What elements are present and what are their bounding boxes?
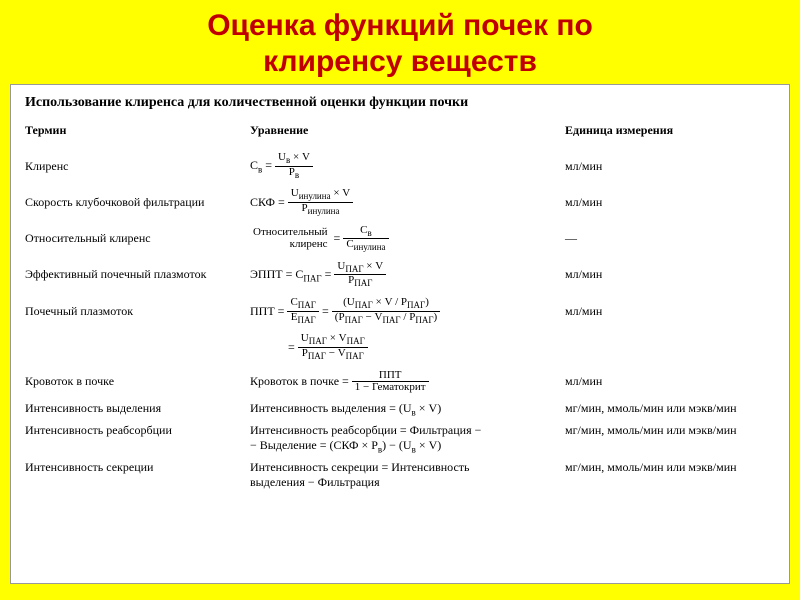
unit-cell: мг/мин, ммоль/мин или мэкв/мин (565, 398, 775, 420)
unit-cell: мл/мин (565, 366, 775, 398)
term-cell: Скорость клубочковой фильтрации (25, 184, 250, 220)
unit-cell: мг/мин, ммоль/мин или мэкв/мин (565, 457, 775, 493)
row-rbf: Кровоток в почке Кровоток в почке = ППТ … (25, 366, 775, 398)
header-row: Термин Уравнение Единица измерения (25, 123, 775, 148)
term-cell: Относительный клиренс (25, 221, 250, 257)
title-line1: Оценка функций почек по (207, 9, 593, 42)
eq-cell: Относительный клиренс = Cв Cинулина (250, 221, 565, 257)
row-secr: Интенсивность секреции Интенсивность сек… (25, 457, 775, 493)
unit-cell: мл/мин (565, 148, 775, 184)
eq-cell: Интенсивность выделения = (Uв × V) (250, 398, 565, 420)
unit-cell: — (565, 221, 775, 257)
unit-cell: мл/мин (565, 184, 775, 220)
page-title: Оценка функций почек по клиренсу веществ (0, 0, 800, 84)
header-eq: Уравнение (250, 123, 565, 148)
eq-cell: Интенсивность секреции = Интенсивность в… (250, 457, 565, 493)
row-rpf: Почечный плазмоток ППТ = CПАГ EПАГ = (UП… (25, 293, 775, 329)
panel-subtitle: Использование клиренса для количественно… (25, 95, 775, 111)
row-clearance: Клиренс Cв = Uв × V Pв мл/мин (25, 148, 775, 184)
eq-cell: Cв = Uв × V Pв (250, 148, 565, 184)
row-erpf: Эффективный почечный плазмоток ЭППТ = CП… (25, 257, 775, 293)
term-cell: Клиренс (25, 148, 250, 184)
unit-cell: мг/мин, ммоль/мин или мэкв/мин (565, 420, 775, 457)
header-term: Термин (25, 123, 250, 148)
eq-cell: = UПАГ × VПАГ PПАГ − VПАГ (250, 329, 565, 365)
unit-cell: мл/мин (565, 257, 775, 293)
row-relclear: Относительный клиренс Относительный клир… (25, 221, 775, 257)
header-unit: Единица измерения (565, 123, 775, 148)
row-rpf-2: = UПАГ × VПАГ PПАГ − VПАГ (25, 329, 775, 365)
eq-cell: СКФ = Uинулина × V Pинулина (250, 184, 565, 220)
content-panel: Использование клиренса для количественно… (10, 84, 790, 584)
row-reabs: Интенсивность реабсорбции Интенсивность … (25, 420, 775, 457)
term-cell: Интенсивность реабсорбции (25, 420, 250, 457)
eq-cell: ЭППТ = CПАГ = UПАГ × V PПАГ (250, 257, 565, 293)
formula-table: Термин Уравнение Единица измерения Клире… (25, 123, 775, 493)
term-cell: Интенсивность секреции (25, 457, 250, 493)
row-excr: Интенсивность выделения Интенсивность вы… (25, 398, 775, 420)
row-gfr: Скорость клубочковой фильтрации СКФ = Uи… (25, 184, 775, 220)
title-line2: клиренсу веществ (263, 45, 537, 78)
term-cell: Почечный плазмоток (25, 293, 250, 329)
eq-cell: Интенсивность реабсорбции = Фильтрация −… (250, 420, 565, 457)
term-cell: Кровоток в почке (25, 366, 250, 398)
term-cell: Эффективный почечный плазмоток (25, 257, 250, 293)
unit-cell: мл/мин (565, 293, 775, 329)
term-cell: Интенсивность выделения (25, 398, 250, 420)
eq-cell: ППТ = CПАГ EПАГ = (UПАГ × V / PПАГ) (PПА… (250, 293, 565, 329)
eq-cell: Кровоток в почке = ППТ 1 − Гематокрит (250, 366, 565, 398)
